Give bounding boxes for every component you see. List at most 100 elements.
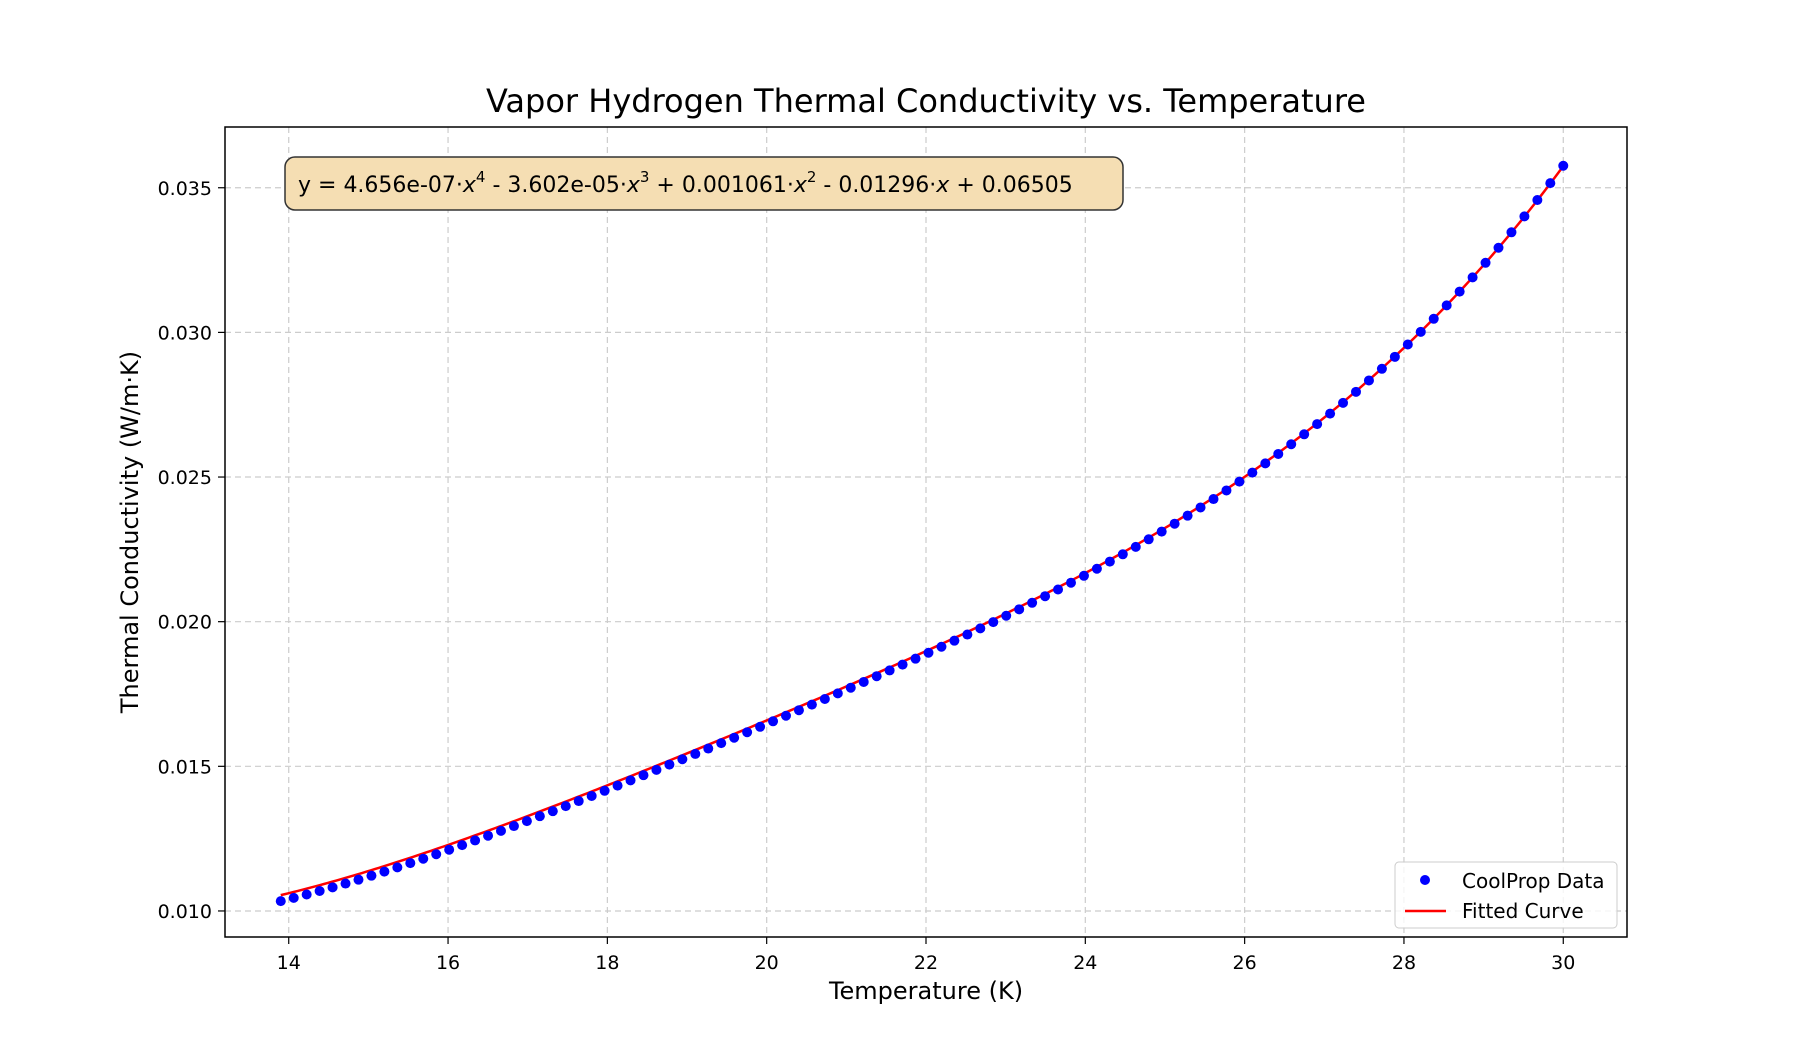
equation-x4: x bbox=[462, 173, 477, 198]
equation-term1: - 0.01296· bbox=[816, 173, 936, 198]
data-point bbox=[1247, 467, 1258, 478]
equation-exp3: 3 bbox=[640, 168, 650, 186]
data-point bbox=[768, 716, 779, 727]
data-point bbox=[1053, 584, 1064, 595]
data-point bbox=[858, 676, 869, 687]
data-point bbox=[573, 796, 584, 807]
x-tick-label: 28 bbox=[1392, 952, 1416, 974]
data-point bbox=[936, 641, 947, 652]
data-point bbox=[379, 866, 390, 877]
data-point bbox=[910, 653, 921, 664]
data-point bbox=[871, 671, 882, 682]
data-point bbox=[470, 835, 481, 846]
equation-x2: x bbox=[793, 173, 808, 198]
equation-x3: x bbox=[626, 173, 641, 198]
data-point bbox=[780, 710, 791, 721]
data-point bbox=[314, 885, 325, 896]
x-tick-label: 26 bbox=[1233, 952, 1257, 974]
data-point bbox=[1195, 502, 1206, 513]
data-point bbox=[327, 882, 338, 893]
x-axis-ticks: 14 16 18 20 22 24 26 28 30 bbox=[277, 937, 1575, 974]
y-tick-label: 0.020 bbox=[158, 612, 212, 634]
data-point bbox=[1156, 526, 1167, 537]
data-point bbox=[1351, 386, 1361, 397]
data-point bbox=[1182, 510, 1193, 521]
data-point bbox=[521, 816, 532, 827]
data-point bbox=[806, 699, 817, 710]
data-point bbox=[547, 806, 558, 817]
data-point bbox=[1415, 326, 1426, 337]
data-point bbox=[1338, 397, 1349, 408]
y-tick-label: 0.035 bbox=[158, 178, 212, 200]
data-point bbox=[1001, 610, 1012, 621]
fitted-curve bbox=[280, 165, 1565, 897]
x-tick-label: 30 bbox=[1551, 952, 1575, 974]
data-point bbox=[1260, 458, 1271, 469]
data-point bbox=[586, 790, 597, 801]
data-point bbox=[1286, 439, 1297, 450]
data-point bbox=[431, 849, 442, 860]
data-point bbox=[1558, 160, 1569, 171]
data-point bbox=[1454, 286, 1465, 297]
data-point bbox=[1389, 351, 1400, 362]
chart-title: Vapor Hydrogen Thermal Conductivity vs. … bbox=[486, 82, 1366, 120]
data-point bbox=[1441, 300, 1452, 311]
data-point bbox=[1506, 227, 1517, 238]
data-point bbox=[612, 780, 623, 791]
data-point bbox=[975, 623, 986, 634]
data-points-layer bbox=[275, 160, 1569, 907]
data-point bbox=[1117, 549, 1128, 560]
data-point bbox=[483, 830, 494, 841]
data-point bbox=[625, 775, 636, 786]
data-point bbox=[275, 896, 286, 907]
data-point bbox=[1493, 242, 1504, 253]
y-tick-label: 0.025 bbox=[158, 467, 212, 489]
data-point bbox=[819, 694, 830, 705]
data-point bbox=[1480, 257, 1491, 268]
data-point bbox=[405, 858, 416, 869]
equation-constant: + 0.06505 bbox=[949, 173, 1072, 198]
data-point bbox=[1104, 556, 1115, 567]
data-point bbox=[444, 844, 455, 855]
data-point bbox=[353, 874, 364, 885]
data-point bbox=[1221, 485, 1232, 496]
x-tick-label: 16 bbox=[436, 952, 460, 974]
data-point bbox=[495, 825, 506, 836]
legend-label-fitted: Fitted Curve bbox=[1462, 899, 1584, 923]
data-point bbox=[1066, 577, 1076, 588]
data-point bbox=[845, 682, 856, 693]
equation-term2: + 0.001061· bbox=[649, 173, 793, 198]
x-tick-label: 14 bbox=[277, 952, 301, 974]
data-point bbox=[729, 732, 740, 743]
data-point bbox=[1532, 195, 1543, 205]
equation-annotation: y = 4.656e-07·x4 - 3.602e-05·x3 + 0.0010… bbox=[284, 156, 1124, 211]
y-axis-label: Thermal Conductivity (W/m·K) bbox=[116, 351, 144, 714]
data-point bbox=[1130, 541, 1141, 552]
data-point bbox=[1299, 429, 1310, 440]
data-point bbox=[677, 754, 688, 765]
data-point bbox=[949, 635, 960, 646]
data-point bbox=[962, 629, 973, 640]
data-point bbox=[1312, 419, 1323, 430]
y-axis-ticks: 0.010 0.015 0.020 0.025 0.030 0.035 bbox=[158, 178, 225, 923]
x-tick-label: 20 bbox=[755, 952, 779, 974]
data-point bbox=[690, 748, 701, 759]
data-point bbox=[1402, 339, 1413, 350]
x-tick-label: 22 bbox=[914, 952, 938, 974]
y-tick-label: 0.015 bbox=[158, 756, 212, 778]
legend-marker-coolprop bbox=[1420, 875, 1430, 885]
data-point bbox=[1467, 272, 1478, 283]
data-point bbox=[560, 801, 571, 812]
data-point bbox=[288, 892, 299, 903]
equation-exp2: 2 bbox=[807, 168, 817, 186]
data-point bbox=[1169, 518, 1180, 529]
x-tick-label: 24 bbox=[1073, 952, 1097, 974]
legend: CoolProp Data Fitted Curve bbox=[1394, 861, 1618, 929]
data-point bbox=[1325, 408, 1336, 419]
data-point bbox=[418, 853, 429, 864]
legend-label-coolprop: CoolProp Data bbox=[1462, 869, 1605, 893]
data-point bbox=[742, 727, 753, 738]
data-point bbox=[664, 759, 675, 770]
data-point bbox=[988, 617, 999, 628]
